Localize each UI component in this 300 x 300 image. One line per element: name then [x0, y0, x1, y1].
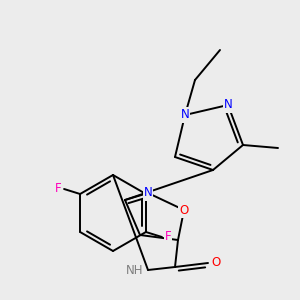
Text: O: O: [212, 256, 220, 269]
Text: F: F: [165, 230, 171, 244]
Text: N: N: [224, 98, 232, 112]
Text: O: O: [179, 203, 189, 217]
Text: N: N: [181, 109, 189, 122]
Text: N: N: [144, 187, 152, 200]
Text: F: F: [55, 182, 62, 196]
Text: NH: NH: [125, 263, 143, 277]
